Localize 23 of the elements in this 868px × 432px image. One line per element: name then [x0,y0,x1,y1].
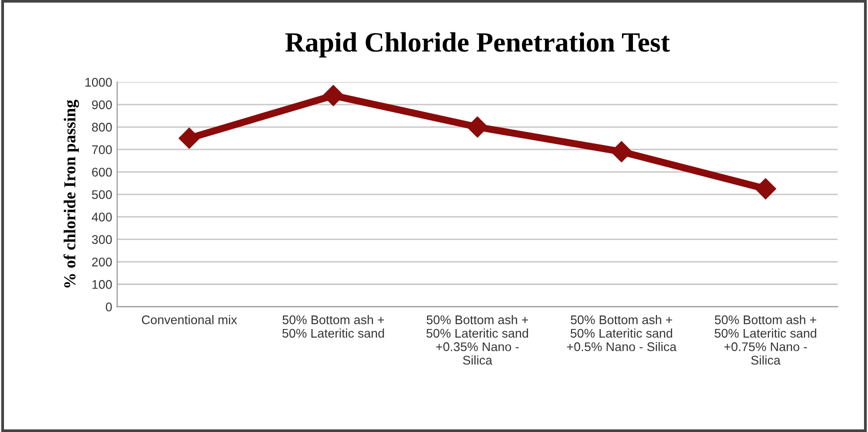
point [322,85,344,106]
x-tick-label: 50% Bottom ash + 50% Lateritic sand +0.5% Nano - Silica [567,315,677,352]
x-tick-label: 50% Bottom ash + 50% Lateritic sand +0.35% Nano - Silica [426,315,528,365]
y-axis-title: % of chloride Iron passing [64,100,79,288]
x-tick-label: 50% Bottom ash + 50% Lateritic sand +0.75% Nano - Silica [714,315,816,365]
y-tick-label: 400 [92,212,112,222]
x-tick-label: Conventional mix [142,315,238,324]
point [610,141,632,162]
chart-title: Rapid Chloride Penetration Test [285,32,670,58]
x-tick-label: 50% Bottom ash + 50% Lateritic sand [282,315,384,338]
y-tick-label: 900 [92,100,112,110]
y-tick-label: 1000 [85,78,112,87]
point [178,128,200,149]
y-tick-label: 700 [92,145,112,154]
y-tick-label: 100 [92,280,112,289]
point [466,116,488,138]
point [755,178,776,200]
y-tick-label: 300 [92,235,112,244]
y-tick-label: 500 [92,190,112,200]
y-tick-label: 800 [92,122,112,132]
y-tick-label: 0 [106,302,112,312]
y-tick-label: 200 [92,258,112,266]
y-tick-label: 600 [92,168,112,177]
